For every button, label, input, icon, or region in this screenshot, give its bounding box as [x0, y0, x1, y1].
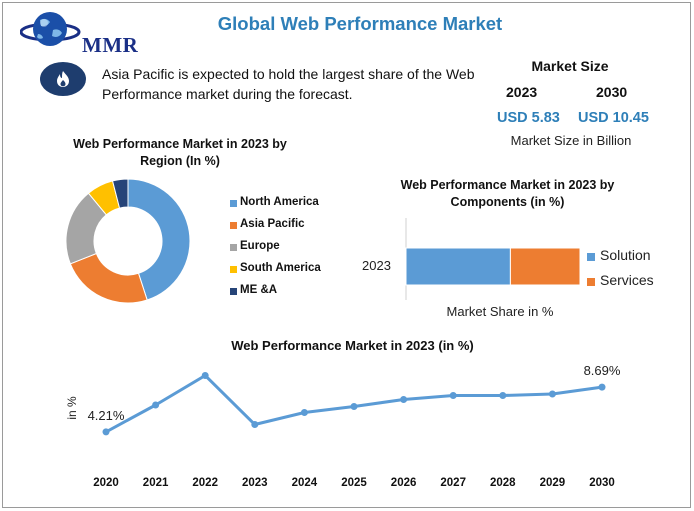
- market-size-value-2030: USD 10.45: [578, 110, 649, 126]
- trend-point-2028: [499, 392, 507, 399]
- trend-point-2024: [300, 409, 308, 416]
- trend-x-tick-2023: 2023: [242, 477, 268, 489]
- components-bar-chart: [405, 218, 581, 300]
- trend-x-tick-2025: 2025: [341, 477, 367, 489]
- legend-label: Services: [600, 272, 654, 288]
- legend-swatch: [587, 253, 595, 261]
- legend-swatch: [230, 244, 237, 251]
- legend-label: South America: [240, 262, 321, 274]
- trend-x-tick-2024: 2024: [292, 477, 318, 489]
- trend-line-chart: in % 2020 4.21% 2021 2022 2023 2024 2025 2026 202…: [65, 363, 621, 489]
- legend-label: Solution: [600, 247, 651, 263]
- trend-x-tick-2022: 2022: [192, 477, 218, 489]
- market-size-title: Market Size: [531, 58, 609, 74]
- trend-chart-title: Web Performance Market in 2023 (in %): [231, 338, 474, 353]
- donut-slice-north-america: [127, 178, 191, 301]
- flame-icon: [57, 71, 69, 87]
- legend-swatch: [230, 222, 237, 229]
- region-chart-title: Web Performance Market in 2023 by Region…: [73, 137, 287, 168]
- market-size-year-2023: 2023: [506, 84, 538, 100]
- logo-text: MMR: [82, 33, 139, 57]
- trend-point-2027: [449, 392, 457, 399]
- statement-badge: [40, 62, 86, 96]
- trend-point-2020: [102, 428, 110, 436]
- components-chart-title: Web Performance Market in 2023 by Compon…: [400, 178, 615, 209]
- legend-label: North America: [240, 196, 319, 208]
- trend-x-tick-2026: 2026: [391, 477, 417, 489]
- components-category-label: 2023: [362, 258, 391, 273]
- bar-segment-solution: [405, 247, 511, 286]
- trend-point-2025: [350, 403, 358, 410]
- trend-point-2030: [598, 383, 606, 391]
- market-size-year-2030: 2030: [596, 84, 628, 100]
- legend-label: Europe: [240, 240, 280, 252]
- key-statement: Asia Pacific is expected to hold the lar…: [102, 66, 475, 102]
- market-size-value-2023: USD 5.83: [497, 110, 560, 126]
- donut-slice-me-a: [111, 178, 129, 209]
- trend-point-2023: [251, 421, 259, 428]
- trend-x-tick-2021: 2021: [143, 477, 169, 489]
- donut-slice-asia-pacific: [69, 252, 148, 304]
- trend-x-tick-2027: 2027: [440, 477, 466, 489]
- trend-point-2022: [201, 372, 209, 379]
- trend-x-tick-2020: 2020: [93, 477, 119, 489]
- trend-point-2021: [152, 401, 160, 409]
- bar-segment-services: [509, 247, 581, 286]
- trend-point-2029: [548, 390, 556, 398]
- trend-x-tick-2029: 2029: [540, 477, 566, 489]
- legend-label: ME &A: [240, 284, 278, 296]
- legend-swatch: [230, 200, 237, 207]
- components-x-axis-label: Market Share in %: [446, 304, 554, 319]
- trend-y-axis-label: in %: [65, 396, 79, 420]
- legend-label: Asia Pacific: [240, 218, 305, 230]
- legend-swatch: [230, 288, 237, 295]
- trend-data-label-2020: 4.21%: [88, 408, 125, 423]
- region-donut-chart: [65, 178, 191, 304]
- trend-data-label-2030: 8.69%: [584, 363, 621, 378]
- market-size-note: Market Size in Billion: [510, 133, 632, 148]
- trend-point-2026: [400, 396, 408, 403]
- page-title: Global Web Performance Market: [217, 13, 503, 34]
- trend-x-tick-2028: 2028: [490, 477, 516, 489]
- trend-x-tick-2030: 2030: [589, 477, 615, 489]
- legend-swatch: [587, 278, 595, 286]
- mmr-logo: MMR: [19, 8, 139, 57]
- legend-swatch: [230, 266, 237, 273]
